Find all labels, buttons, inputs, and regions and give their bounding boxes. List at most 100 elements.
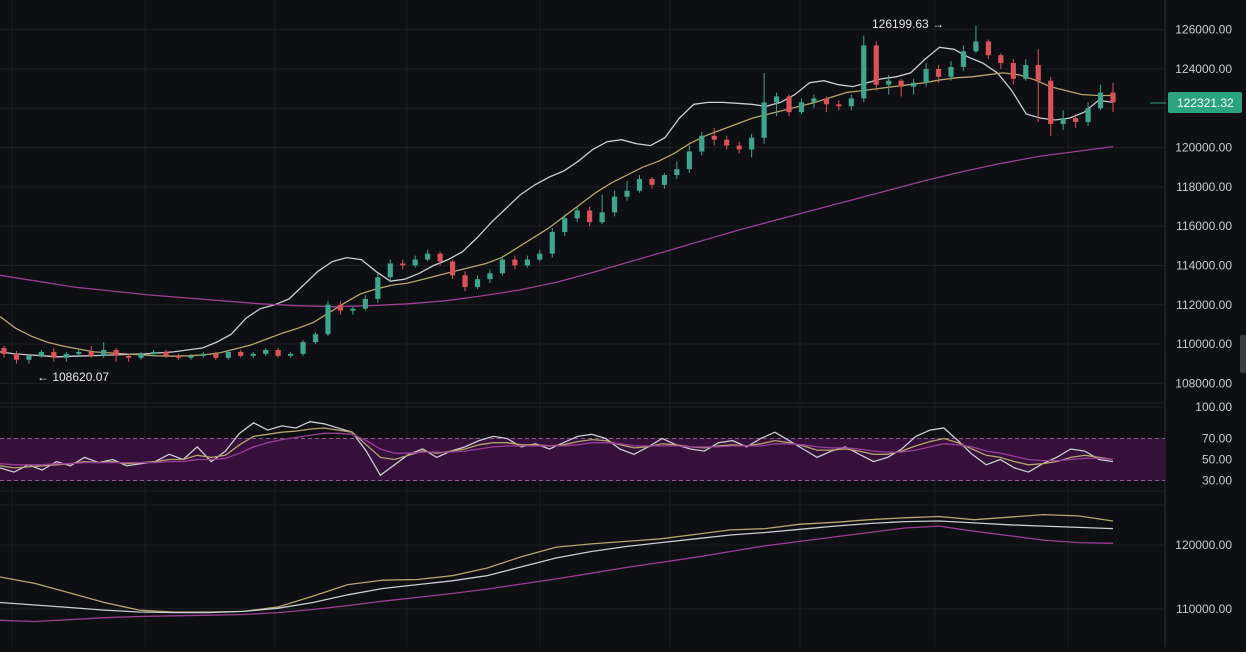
candle-up [611, 196, 618, 213]
candle-down [437, 253, 443, 262]
candle-up [973, 41, 979, 52]
candle-down [724, 139, 730, 146]
candle-up [761, 102, 767, 138]
candle-up [362, 298, 368, 309]
candle-down [823, 98, 830, 105]
candle-up [188, 355, 194, 358]
candle-down [1, 347, 7, 354]
candle-up [76, 351, 82, 354]
candle-up [474, 279, 481, 288]
candle-up [1097, 92, 1104, 109]
scroll-handle[interactable] [1240, 335, 1246, 373]
candle-down [873, 45, 879, 85]
candle-up [811, 98, 817, 103]
y-tick-label: 50.00 [1202, 453, 1232, 467]
candle-up [138, 353, 144, 358]
candle-up [674, 169, 680, 176]
candle-up [773, 96, 780, 103]
candle-up [487, 273, 493, 280]
candle-up [636, 178, 643, 191]
candle-down [238, 351, 244, 356]
candle-down [985, 41, 991, 56]
price-tag-label: 122321.32 [1177, 96, 1234, 110]
y-tick-label: 110000.00 [1176, 337, 1232, 351]
candle-up [624, 190, 630, 197]
candle-up [798, 102, 805, 113]
candle-up [300, 342, 306, 354]
candle-up [325, 304, 331, 335]
candle-up [350, 308, 356, 311]
series-line-ma_slow [0, 525, 1114, 623]
candle-down [1048, 80, 1054, 124]
y-tick-label: 30.00 [1202, 474, 1232, 488]
candle-up [101, 349, 107, 356]
candle-up [537, 253, 543, 260]
price-tag-background [1168, 92, 1242, 113]
candle-up [225, 351, 231, 358]
candle-up [1085, 108, 1091, 123]
series-layer [0, 46, 1114, 623]
candle-down [1110, 92, 1116, 103]
candle-down [400, 263, 406, 266]
candle-up [150, 351, 157, 354]
candle-down [175, 355, 182, 358]
y-tick-label: 100.00 [1195, 400, 1232, 414]
price-axis[interactable]: 126000.00124000.00122000.00120000.001180… [1175, 23, 1232, 616]
candle-down [275, 349, 281, 356]
candle-up [38, 351, 44, 356]
candle-up [574, 210, 580, 219]
low-annotation: ← 108620.07 [37, 370, 109, 384]
candle-down [898, 80, 904, 87]
candle-up [387, 263, 393, 278]
candle-up [848, 98, 854, 107]
candle-up [699, 135, 705, 152]
candle-down [649, 178, 655, 185]
candle-up [200, 353, 206, 356]
candle-up [911, 82, 917, 87]
candle-up [599, 212, 605, 223]
candle-down [512, 259, 518, 266]
candle-down [998, 55, 1004, 64]
candle-down [736, 145, 742, 150]
price-tag: 122321.32 [1168, 92, 1242, 113]
candle-up [524, 259, 530, 266]
candle-down [13, 353, 20, 360]
candle-up [948, 66, 954, 77]
candle-up [661, 175, 668, 185]
candle-down [711, 135, 717, 140]
y-tick-label: 116000.00 [1176, 219, 1232, 233]
y-tick-label: 124000.00 [1175, 62, 1232, 76]
candle-down [935, 68, 942, 77]
candle-up [549, 232, 555, 254]
y-tick-label: 120000.00 [1175, 141, 1232, 155]
candle-down [786, 96, 792, 113]
candle-up [312, 334, 319, 343]
y-tick-label: 118000.00 [1176, 180, 1232, 194]
series-line-ma_slow [0, 145, 1114, 308]
candle-up [562, 218, 568, 233]
y-tick-label: 126000.00 [1175, 23, 1232, 37]
y-tick-label: 114000.00 [1176, 258, 1232, 272]
y-tick-label: 110000.00 [1176, 602, 1232, 616]
candle-up [412, 259, 418, 266]
candle-down [449, 261, 456, 276]
candle-down [1073, 118, 1079, 123]
candle-down [836, 104, 842, 107]
candle-up [499, 259, 506, 274]
candle-up [26, 355, 32, 360]
series-line-ma_fast [0, 46, 1114, 358]
candle-down [163, 351, 169, 356]
candle-up [63, 353, 69, 358]
series-line-ma_slow [0, 432, 1114, 466]
candle-down [462, 275, 468, 288]
candle-down [1010, 63, 1016, 79]
candle-up [1023, 65, 1029, 79]
grid [0, 0, 1166, 647]
y-tick-label: 108000.00 [1175, 376, 1232, 390]
high-annotation: 126199.63 → [872, 17, 944, 31]
series-line-ma_fast [0, 520, 1114, 614]
candle-up [861, 45, 867, 99]
candle-up [960, 51, 967, 67]
